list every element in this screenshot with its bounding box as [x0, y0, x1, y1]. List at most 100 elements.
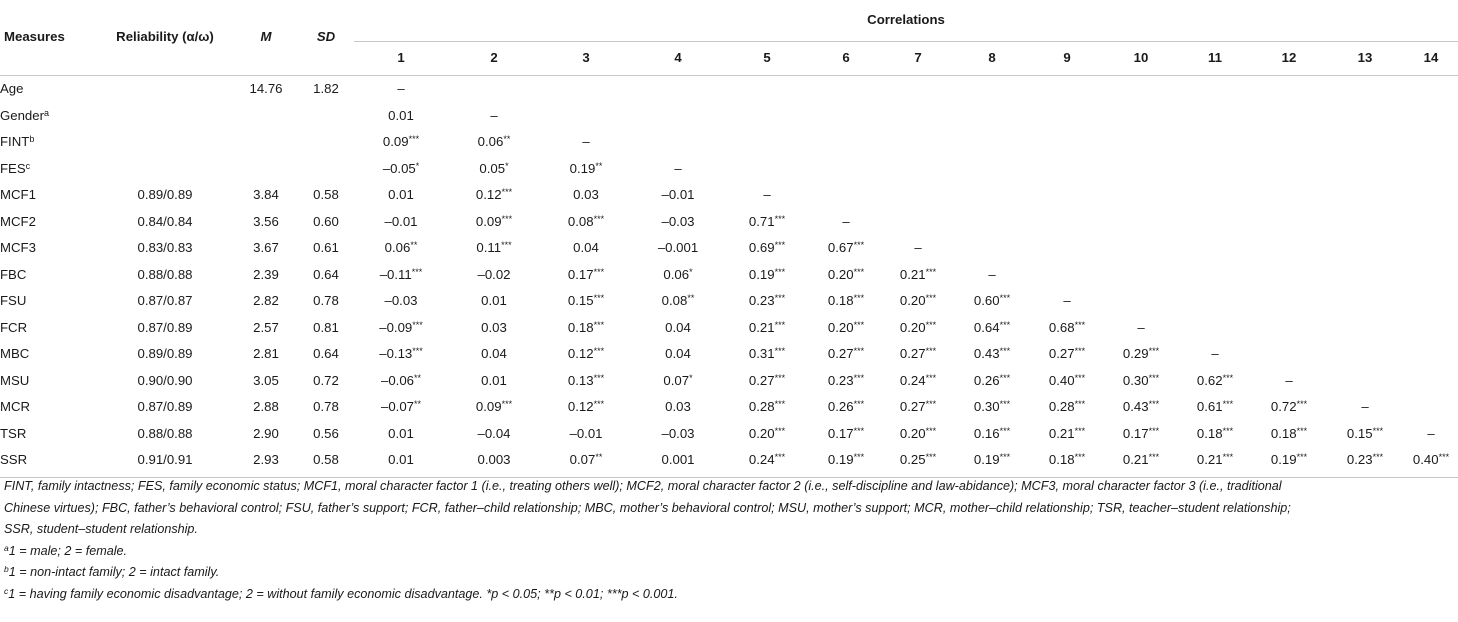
correlation-cell: 0.12***	[567, 346, 605, 361]
correlation-cell: 0.01	[388, 107, 414, 123]
correlation-cell: –	[397, 81, 405, 96]
column-number-header: 12	[1281, 50, 1297, 66]
significance-mark: ***	[774, 213, 786, 224]
footnote-b: b1 = non-intact family; 2 = intact famil…	[4, 562, 1454, 584]
correlation-cell: 0.68***	[1048, 319, 1086, 335]
correlation-cell: –0.05*	[382, 160, 420, 176]
correlation-cell	[1030, 209, 1104, 236]
correlation-cell: 0.06**	[477, 134, 511, 149]
measure-name: FINT	[0, 134, 30, 149]
correlation-cell	[1252, 262, 1326, 289]
correlation-cell: 0.28***	[748, 399, 786, 414]
measure-label: MBC	[0, 341, 96, 368]
footnote-mark: b	[29, 134, 35, 144]
correlation-cell	[1404, 129, 1458, 156]
correlation-cell: 0.40***	[1048, 372, 1086, 388]
correlation-cell: 0.12***	[475, 187, 513, 202]
correlation-cell	[882, 209, 954, 236]
significance-mark: ***	[774, 319, 786, 330]
correlation-cell: 0.61***	[1196, 399, 1234, 414]
significance-mark: ***	[1074, 425, 1086, 436]
correlation-cell: –0.02	[477, 266, 511, 282]
correlation-cell	[1404, 341, 1458, 368]
significance-mark: ***	[853, 452, 865, 462]
correlation-cell	[954, 129, 1030, 156]
correlation-cell: 0.03	[573, 187, 599, 202]
correlation-cell	[1104, 235, 1178, 262]
correlation-cell	[1326, 368, 1404, 395]
correlation-cell	[540, 103, 632, 130]
significance-mark: ***	[1148, 452, 1160, 462]
correlation-cell	[954, 103, 1030, 130]
correlation-cell: 0.07*	[663, 372, 693, 388]
correlation-cell	[1104, 76, 1178, 103]
sd-value: 0.81	[313, 319, 339, 335]
significance-mark: ***	[501, 213, 513, 224]
table-row: FESc –0.05* 0.05* 0.19** –	[0, 156, 1458, 183]
correlation-cell: –0.03	[661, 213, 695, 229]
significance-mark: ***	[774, 266, 786, 277]
correlation-cell	[1404, 368, 1458, 395]
significance-mark: ***	[1074, 452, 1086, 462]
column-number-header: 1	[397, 50, 405, 66]
significance-mark: ***	[925, 319, 937, 330]
measure-name: Gender	[0, 107, 44, 123]
measure-label: MCF3	[0, 235, 96, 262]
correlation-cell: –	[1211, 346, 1219, 361]
correlation-cell: 0.18***	[1196, 425, 1234, 441]
mean-value	[234, 156, 298, 183]
correlation-cell: –0.04	[477, 425, 511, 441]
correlation-cell	[1404, 209, 1458, 236]
correlation-cell	[1252, 288, 1326, 315]
correlation-cell: 0.04	[481, 346, 507, 361]
reliability-value: 0.83/0.83	[137, 240, 193, 255]
significance-mark: ***	[593, 319, 605, 330]
sd-value: 0.58	[313, 452, 339, 467]
correlation-cell	[540, 76, 632, 103]
correlation-cell: 0.19***	[973, 452, 1011, 467]
header-sd: SD	[316, 29, 336, 45]
correlation-cell: –	[1063, 293, 1071, 308]
correlation-cell: –	[914, 240, 922, 255]
significance-mark: ***	[1438, 452, 1450, 462]
correlation-cell: 0.27***	[899, 399, 937, 414]
mean-value	[234, 103, 298, 130]
correlation-cell	[810, 76, 882, 103]
correlation-cell	[1404, 182, 1458, 209]
correlation-cell: 0.13***	[567, 372, 605, 388]
significance-mark: ***	[1148, 346, 1160, 356]
correlation-cell: 0.19***	[748, 266, 786, 282]
footnote-mark: c	[25, 160, 31, 171]
significance-mark: ***	[1148, 425, 1160, 436]
column-number-header: 9	[1063, 50, 1071, 66]
sd-value: 0.64	[313, 266, 339, 282]
significance-mark: ***	[853, 293, 865, 303]
correlation-cell	[882, 129, 954, 156]
correlation-cell	[810, 129, 882, 156]
correlation-cell: 0.23***	[827, 372, 865, 388]
correlation-cell: 0.17***	[1122, 425, 1160, 441]
correlation-cell: –	[842, 213, 850, 229]
correlation-cell	[1326, 341, 1404, 368]
correlation-cell	[1178, 262, 1252, 289]
sd-value: 0.78	[313, 293, 339, 308]
correlation-cell: –	[763, 187, 771, 202]
footnote-a: a1 = male; 2 = female.	[4, 541, 1454, 563]
measure-label: FBC	[0, 262, 96, 289]
correlation-cell	[1104, 209, 1178, 236]
correlation-cell	[954, 182, 1030, 209]
correlation-cell: 0.08**	[661, 293, 695, 308]
table-row: FBC 0.88/0.88 2.39 0.64 –0.11*** –0.02 0.17***…	[0, 262, 1458, 289]
header-correlations: Correlations	[354, 0, 1458, 42]
significance-mark: ***	[999, 293, 1011, 303]
correlation-cell	[1178, 76, 1252, 103]
correlation-cell	[1030, 262, 1104, 289]
abbreviations-note-line-3: SSR, student–student relationship.	[4, 522, 198, 536]
correlation-cell	[954, 76, 1030, 103]
correlation-cell	[1178, 103, 1252, 130]
correlation-cell: 0.07**	[569, 452, 603, 467]
table-row: SSR 0.91/0.91 2.93 0.58 0.01 0.003 0.07** 0.001…	[0, 447, 1458, 477]
significance-mark: **	[687, 293, 695, 303]
significance-mark: ***	[853, 399, 865, 409]
measure-label: MSU	[0, 368, 96, 395]
